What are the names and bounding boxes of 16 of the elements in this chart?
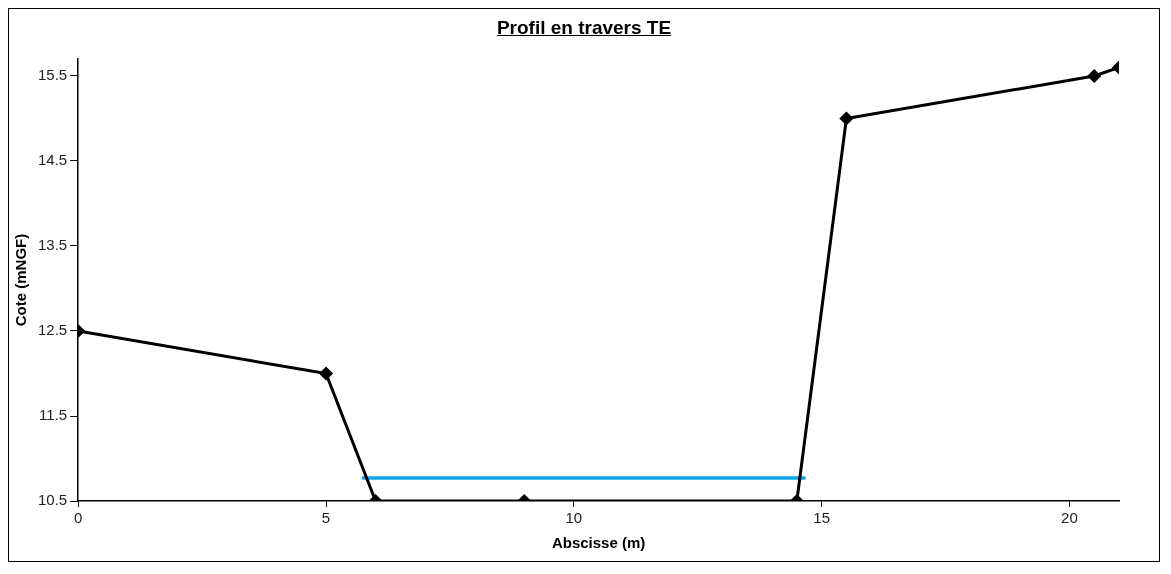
x-axis-title: Abscisse (m) (551, 534, 646, 552)
y-axis-title: Cote (mNGF) (12, 233, 30, 327)
x-tick-label: 5 (321, 509, 331, 527)
x-tick-label: 0 (74, 509, 83, 527)
x-tick-label: 15 (813, 509, 830, 527)
y-tick-label: 14.5 (37, 151, 68, 169)
y-tick-label: 10.5 (37, 491, 68, 509)
chart-title: Profil en travers TE (495, 16, 673, 40)
point (1087, 69, 1101, 83)
point (839, 112, 853, 125)
x-tick-label: 10 (565, 509, 583, 527)
y-tick-label: 15.5 (37, 66, 68, 84)
y-tick-label: 11.5 (39, 406, 68, 424)
y-tick-label: 12.5 (37, 321, 68, 339)
x-tick-label: 20 (1061, 509, 1078, 527)
y-tick-label: 13.5 (37, 236, 68, 254)
